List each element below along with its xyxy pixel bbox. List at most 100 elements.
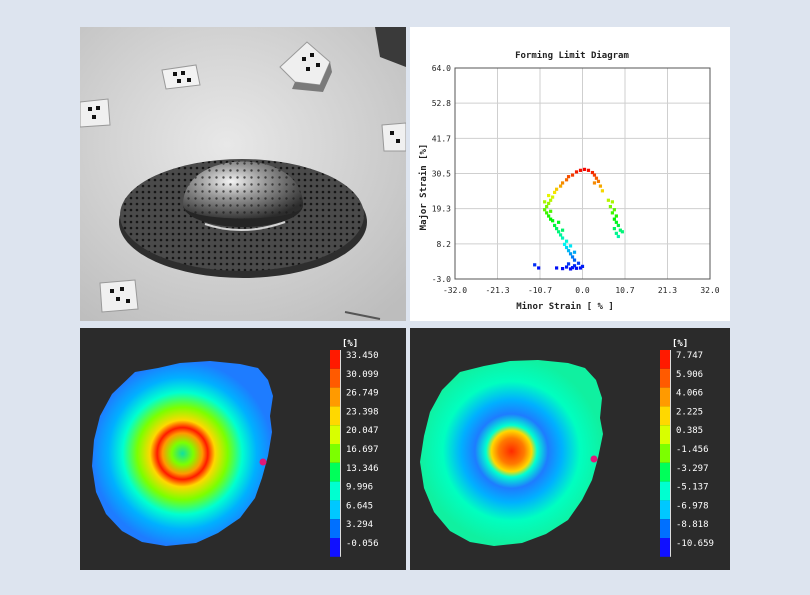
forming-limit-diagram: Forming Limit Diagram -32.0 -21.3 -10.7 0.0… <box>410 27 730 321</box>
legend-value: -5.137 <box>676 483 709 493</box>
x-tick-label: 0.0 <box>575 286 590 295</box>
data-point <box>582 167 587 172</box>
data-point <box>610 200 614 204</box>
data-point <box>564 265 569 269</box>
chart-title: Forming Limit Diagram <box>515 50 629 61</box>
x-tick-label: 10.7 <box>615 286 634 295</box>
data-point <box>566 175 571 179</box>
major-strain-contour: [%] 33.450 30.099 26.749 23.398 20.047 16.697 1… <box>80 328 406 570</box>
legend-swatch <box>660 350 670 369</box>
y-tick-label: 52.8 <box>432 99 451 108</box>
data-point <box>594 176 599 180</box>
data-point <box>556 220 561 224</box>
legend-swatch <box>330 425 340 444</box>
legend-value: 0.385 <box>676 426 703 436</box>
data-point <box>537 266 541 270</box>
data-point <box>566 262 571 266</box>
data-point <box>547 193 551 198</box>
legend-bar-edge <box>670 350 671 557</box>
legend-value: -6.978 <box>676 501 709 511</box>
legend-swatch <box>660 387 670 407</box>
data-point <box>568 244 573 248</box>
legend-swatch <box>660 368 670 388</box>
data-point <box>578 168 583 172</box>
data-point <box>553 223 557 228</box>
legend-value: 13.346 <box>346 464 379 474</box>
data-point <box>590 170 595 175</box>
data-point <box>568 267 573 271</box>
data-point <box>568 252 573 256</box>
data-point <box>549 209 553 213</box>
legend-swatch <box>330 368 340 388</box>
x-tick-label: -21.3 <box>485 286 509 295</box>
data-point <box>564 178 569 182</box>
data-point <box>570 173 575 177</box>
strain-contour-shape <box>92 361 273 546</box>
data-point <box>551 195 555 199</box>
legend-value: 30.099 <box>346 370 379 380</box>
data-point <box>612 208 616 212</box>
data-point <box>547 214 551 218</box>
legend-value: 3.294 <box>346 520 373 530</box>
data-point <box>558 233 563 237</box>
legend-swatch <box>330 406 340 426</box>
calibration-marker <box>279 41 332 92</box>
data-point <box>562 242 567 246</box>
reference-marker <box>590 455 598 463</box>
data-point <box>545 204 549 209</box>
y-tick-label: -3.0 <box>432 275 451 284</box>
data-point <box>616 223 620 228</box>
legend-value: -3.297 <box>676 464 709 474</box>
data-point <box>600 189 605 193</box>
data-point <box>556 230 561 234</box>
calibration-marker <box>99 279 139 313</box>
data-point <box>572 250 577 254</box>
legend-swatch <box>660 519 670 538</box>
data-point <box>545 211 549 215</box>
data-point <box>560 181 565 185</box>
corner-object <box>375 27 406 67</box>
data-point <box>533 263 537 267</box>
data-point <box>592 181 597 185</box>
data-point <box>560 267 565 271</box>
data-point <box>555 266 559 270</box>
major-strain-map: [%] 33.450 30.099 26.749 23.398 20.047 16.697 1… <box>92 339 379 557</box>
x-axis-label: Minor Strain [ % ] <box>516 301 614 312</box>
data-point <box>612 227 616 231</box>
data-point <box>580 264 585 269</box>
y-tick-label: 64.0 <box>432 64 451 73</box>
legend: [%] 33.450 30.099 26.749 23.398 20.047 16.697 1… <box>330 339 379 557</box>
data-point <box>606 198 610 202</box>
y-tick-label: 41.7 <box>432 134 451 143</box>
legend-swatch <box>660 500 670 520</box>
data-point <box>549 198 553 202</box>
data-point <box>616 234 620 239</box>
data-point <box>576 261 581 265</box>
data-point <box>553 190 557 194</box>
legend-swatch <box>330 444 340 463</box>
data-point <box>620 230 624 234</box>
plot-frame <box>454 67 711 280</box>
legend-swatch <box>660 538 670 557</box>
legend-swatch <box>330 519 340 538</box>
x-tick-label: 32.0 <box>700 286 719 295</box>
x-tick-label: -10.7 <box>528 286 552 295</box>
data-point <box>614 231 618 235</box>
y-tick-label: 8.2 <box>437 240 452 249</box>
legend-value: 16.697 <box>346 445 379 455</box>
legend-value: 6.645 <box>346 501 373 511</box>
data-point <box>547 201 551 206</box>
legend-value: 23.398 <box>346 407 379 417</box>
data-point <box>574 170 579 174</box>
legend-value: 5.906 <box>676 370 703 380</box>
x-tick-label: 21.3 <box>658 286 677 295</box>
legend-swatch <box>660 425 670 444</box>
data-point <box>543 200 547 204</box>
y-tick-label: 19.3 <box>432 205 451 214</box>
data-point <box>618 228 622 232</box>
legend-swatch <box>660 462 670 482</box>
calibration-marker <box>161 64 201 90</box>
x-tick-label: -32.0 <box>443 286 467 295</box>
data-point <box>578 266 583 270</box>
data-point <box>560 236 565 240</box>
